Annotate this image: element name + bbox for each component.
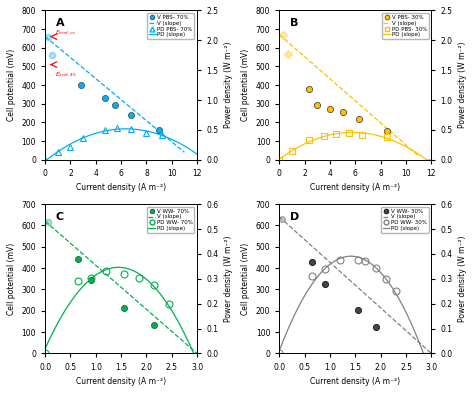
Text: B: B <box>290 18 299 28</box>
Y-axis label: Power density (W m⁻²): Power density (W m⁻²) <box>224 235 233 322</box>
Y-axis label: Cell potential (mV): Cell potential (mV) <box>241 49 250 121</box>
X-axis label: Current density (A m⁻²): Current density (A m⁻²) <box>76 183 166 192</box>
Legend: V WW- 70%, V (slope), PD WW- 70%, PD (slope): V WW- 70%, V (slope), PD WW- 70%, PD (sl… <box>147 207 194 233</box>
Text: A: A <box>56 18 64 28</box>
Y-axis label: Cell potential (mV): Cell potential (mV) <box>241 243 250 315</box>
Text: D: D <box>290 212 299 222</box>
Y-axis label: Cell potential (mV): Cell potential (mV) <box>7 49 16 121</box>
X-axis label: Current density (A m⁻²): Current density (A m⁻²) <box>310 183 401 192</box>
X-axis label: Current density (A m⁻²): Current density (A m⁻²) <box>76 377 166 386</box>
Y-axis label: Power density (W m⁻²): Power density (W m⁻²) <box>458 235 467 322</box>
Text: $E_{emf,oc}$: $E_{emf,oc}$ <box>55 28 76 37</box>
Y-axis label: Cell potential (mV): Cell potential (mV) <box>7 243 16 315</box>
Y-axis label: Power density (W m⁻²): Power density (W m⁻²) <box>458 42 467 129</box>
X-axis label: Current density (A m⁻²): Current density (A m⁻²) <box>310 377 401 386</box>
Legend: V PBS- 70%, V (slope), PD PBS- 70%, PD (slope): V PBS- 70%, V (slope), PD PBS- 70%, PD (… <box>147 13 194 39</box>
Legend: V WW- 30%, V (slope), PD WW- 30%, PD (slope): V WW- 30%, V (slope), PD WW- 30%, PD (sl… <box>381 207 428 233</box>
Text: C: C <box>56 212 64 222</box>
Y-axis label: Power density (W m⁻²): Power density (W m⁻²) <box>224 42 233 129</box>
Legend: V PBS- 30%, V (slope), PD PBS- 30%, PD (slope): V PBS- 30%, V (slope), PD PBS- 30%, PD (… <box>382 13 428 39</box>
Text: $E_{emf,45}$: $E_{emf,45}$ <box>55 70 77 79</box>
